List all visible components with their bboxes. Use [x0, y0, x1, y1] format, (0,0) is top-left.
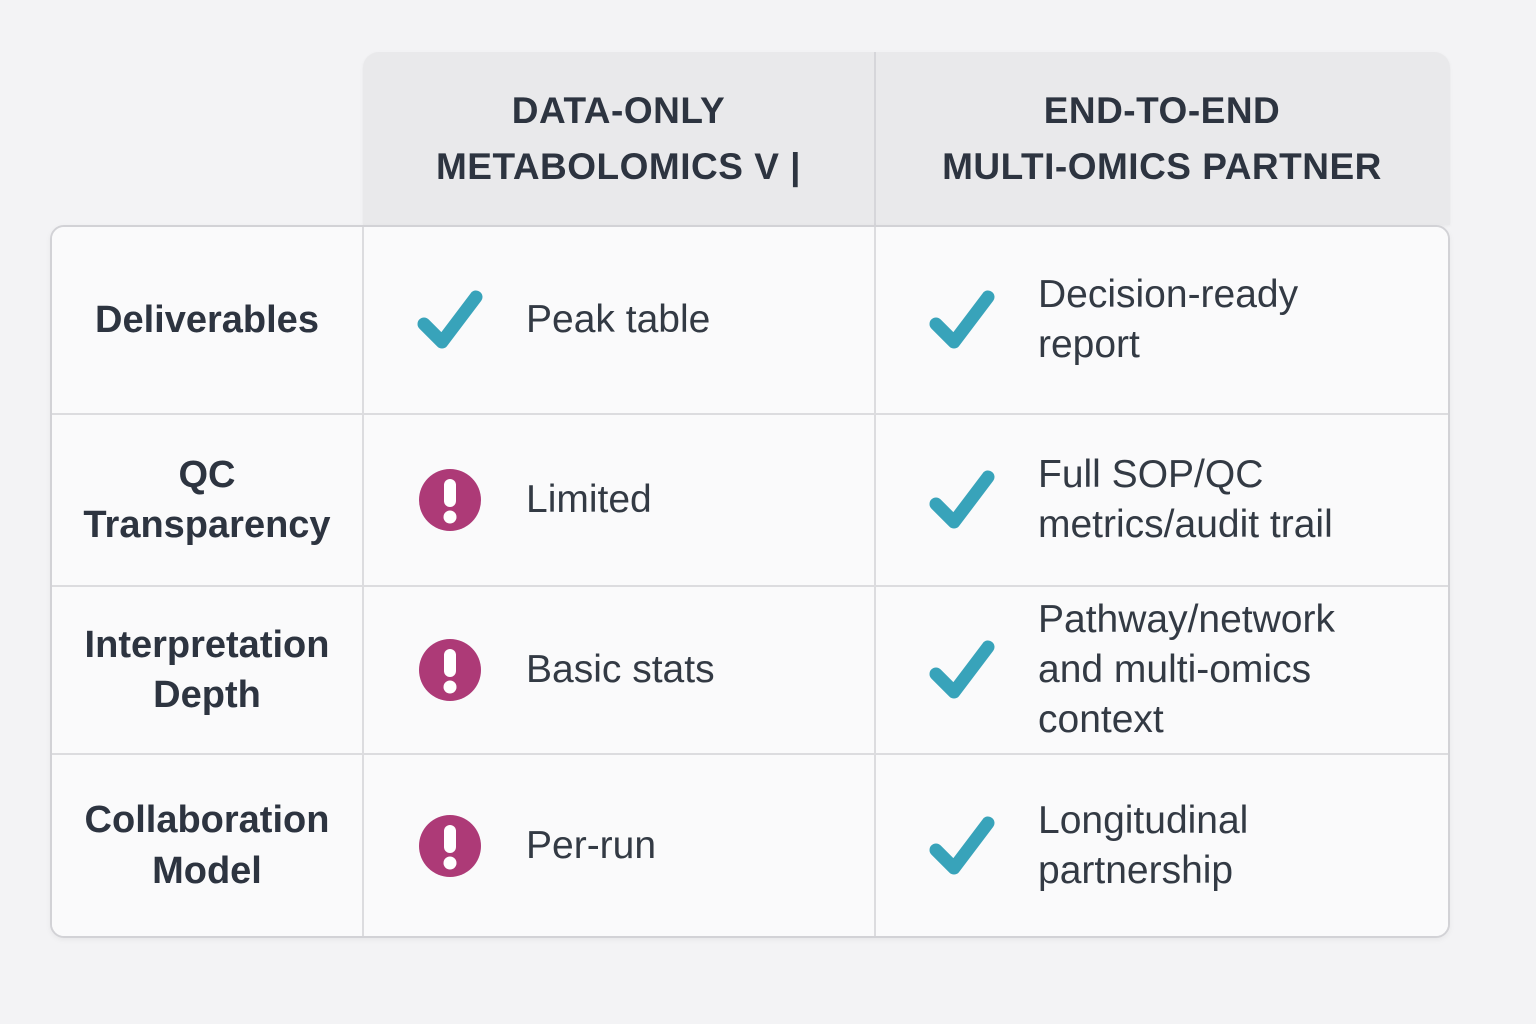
cell-deliverables-data-only: Peak table [364, 227, 876, 413]
status-icon [414, 637, 486, 703]
alert-icon [419, 814, 481, 877]
alert-icon [419, 639, 481, 701]
check-icon [929, 470, 995, 529]
cell-collaboration-model-data-only: Per-run [364, 753, 876, 936]
alert-icon [419, 469, 481, 531]
row-label-text: Interpretation Depth [84, 623, 330, 716]
comparison-table: Deliverables Peak table Decision-ready r… [50, 225, 1450, 938]
status-icon [926, 288, 998, 352]
cell-text: Limited [526, 478, 652, 522]
cell-text: Full SOP/QC metrics/audit trail [1038, 453, 1333, 546]
status-icon [414, 288, 486, 352]
cell-text: Longitudinal partnership [1038, 798, 1249, 892]
row-label-deliverables: Deliverables [52, 227, 364, 413]
status-icon [926, 814, 998, 878]
cell-qc-transparency-data-only: Limited [364, 413, 876, 585]
cell-collaboration-model-end-to-end: Longitudinal partnership [876, 753, 1448, 936]
column-header-label: DATA-ONLY METABOLOMICS V | [435, 90, 802, 187]
status-icon [414, 467, 486, 533]
row-label-text: Collaboration Model [84, 799, 330, 892]
column-header-data-only: DATA-ONLY METABOLOMICS V | [363, 52, 876, 225]
cell-text: Decision-ready report [1038, 273, 1299, 366]
cell-qc-transparency-end-to-end: Full SOP/QC metrics/audit trail [876, 413, 1448, 585]
status-icon [926, 468, 998, 532]
cell-text: Peak table [526, 298, 711, 342]
cell-text: Pathway/network and multi-omics context [1038, 598, 1335, 741]
check-icon [929, 640, 995, 699]
row-label-collaboration-model: Collaboration Model [52, 753, 364, 936]
column-header-end-to-end: END-TO-END MULTI-OMICS PARTNER [876, 52, 1448, 225]
cell-interpretation-depth-end-to-end: Pathway/network and multi-omics context [876, 585, 1448, 753]
row-label-interpretation-depth: Interpretation Depth [52, 585, 364, 753]
cell-text: Basic stats [526, 648, 715, 692]
check-icon [929, 290, 995, 349]
check-icon [417, 290, 483, 349]
cell-interpretation-depth-data-only: Basic stats [364, 585, 876, 753]
row-label-text: QC Transparency [83, 453, 331, 546]
status-icon [926, 638, 998, 702]
cell-deliverables-end-to-end: Decision-ready report [876, 227, 1448, 413]
row-label-qc-transparency: QC Transparency [52, 413, 364, 585]
row-label-text: Deliverables [95, 298, 319, 341]
cell-text: Per-run [526, 823, 657, 867]
table-header-band: DATA-ONLY METABOLOMICS V | END-TO-END MU… [363, 52, 1450, 225]
check-icon [929, 816, 995, 874]
status-icon [414, 813, 486, 879]
column-header-label: END-TO-END MULTI-OMICS PARTNER [942, 90, 1382, 187]
